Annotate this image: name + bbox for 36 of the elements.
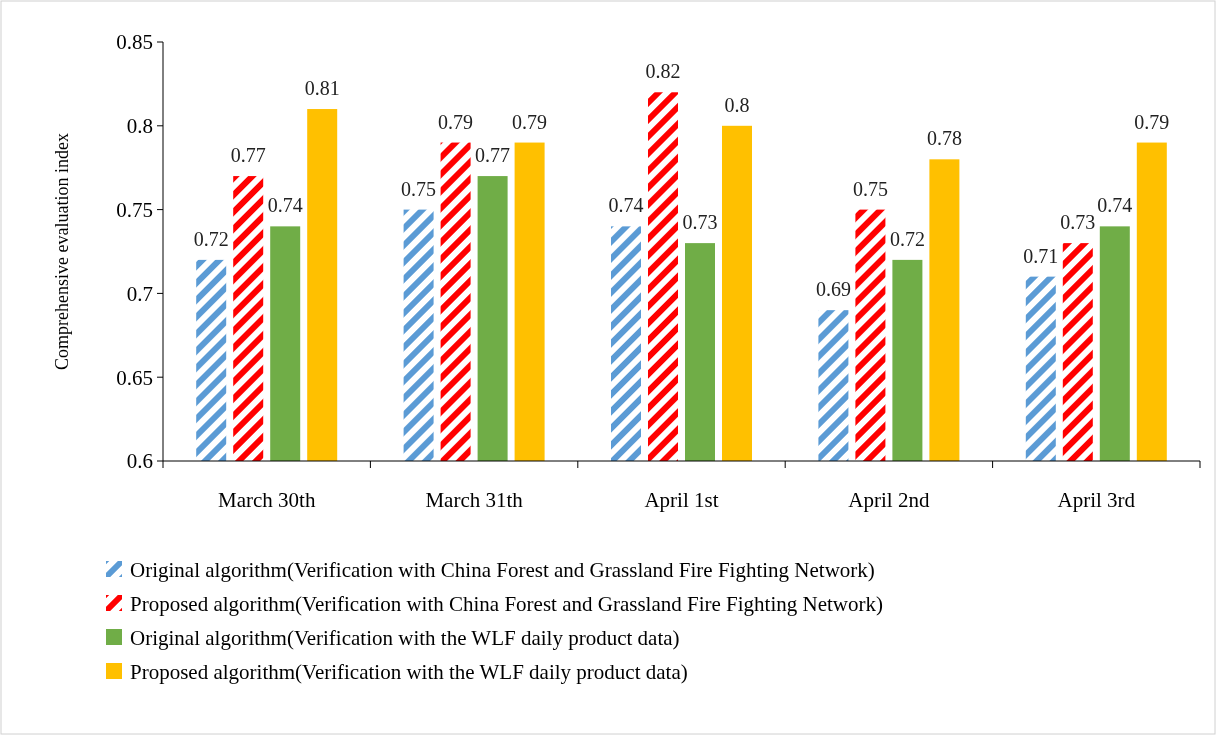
data-label: 0.74 bbox=[267, 194, 303, 217]
data-label: 0.8 bbox=[724, 93, 750, 116]
data-label: 0.79 bbox=[438, 110, 474, 133]
x-tick-label: March 30th bbox=[218, 488, 316, 512]
data-label: 0.77 bbox=[475, 144, 511, 167]
data-label: 0.73 bbox=[682, 211, 718, 234]
data-label: 0.81 bbox=[304, 77, 340, 100]
legend-label: Proposed algorithm(Verification with China Forest and Grassland Fire Fighting Network) bbox=[130, 592, 883, 617]
data-label: 0.75 bbox=[401, 177, 437, 200]
data-label: 0.82 bbox=[645, 60, 681, 83]
data-label: 0.78 bbox=[926, 127, 962, 150]
data-label: 0.69 bbox=[815, 278, 851, 301]
data-label: 0.71 bbox=[1023, 244, 1059, 267]
x-tick-label: April 1st bbox=[644, 488, 719, 512]
legend-label: Original algorithm(Verification with the WLF daily product data) bbox=[130, 626, 680, 651]
y-tick-label: 0.85 bbox=[116, 30, 153, 55]
data-label: 0.77 bbox=[230, 144, 266, 167]
data-label: 0.75 bbox=[852, 177, 888, 200]
x-tick-label: April 3rd bbox=[1057, 488, 1136, 512]
y-tick-label: 0.7 bbox=[126, 281, 153, 306]
y-tick-label: 0.6 bbox=[126, 449, 153, 474]
x-tick-label: April 2nd bbox=[848, 488, 930, 512]
legend-label: Proposed algorithm(Verification with the WLF daily product data) bbox=[130, 660, 688, 685]
data-label: 0.72 bbox=[889, 227, 925, 250]
y-axis-title: Comprehensive evaluation index bbox=[52, 133, 72, 370]
y-tick-label: 0.8 bbox=[126, 114, 153, 139]
data-label: 0.79 bbox=[1134, 110, 1170, 133]
data-label: 0.74 bbox=[1097, 194, 1133, 217]
y-tick-label: 0.75 bbox=[116, 197, 153, 222]
data-label: 0.74 bbox=[608, 194, 644, 217]
data-label: 0.79 bbox=[512, 110, 548, 133]
x-tick-label: March 31th bbox=[425, 488, 524, 512]
y-tick-label: 0.65 bbox=[116, 365, 153, 390]
legend-label: Original algorithm(Verification with China Forest and Grassland Fire Fighting Network) bbox=[130, 558, 875, 583]
data-label: 0.72 bbox=[193, 227, 229, 250]
data-label: 0.73 bbox=[1060, 211, 1096, 234]
